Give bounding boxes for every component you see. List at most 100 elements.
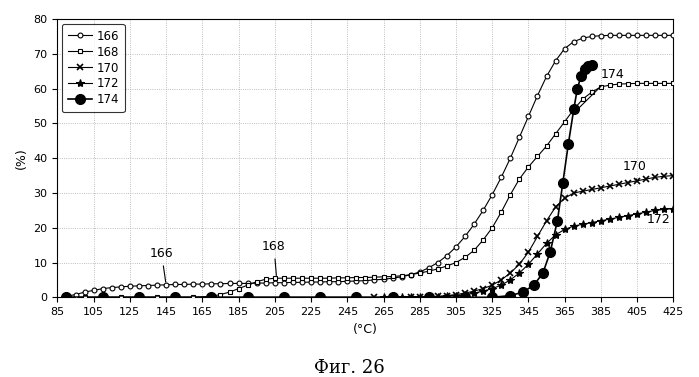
- 174: [546, 250, 554, 254]
- 168: [271, 276, 279, 280]
- 170: [415, 295, 424, 300]
- 170: [606, 184, 614, 188]
- Line: 166: 166: [64, 33, 676, 299]
- 172: [588, 220, 596, 225]
- 170: [352, 295, 361, 300]
- 170: [389, 295, 397, 300]
- 172: [316, 295, 324, 300]
- 166: [198, 282, 206, 287]
- 174: [243, 295, 252, 300]
- 170: [433, 294, 442, 299]
- 172: [506, 278, 514, 282]
- 172: [442, 294, 451, 299]
- 174: [559, 180, 567, 185]
- 170: [524, 250, 533, 254]
- 174: [461, 295, 469, 300]
- 174: [424, 295, 433, 300]
- 172: [515, 271, 524, 275]
- 172: [171, 295, 180, 300]
- 172: [561, 227, 569, 232]
- 168: [62, 295, 71, 300]
- 174: [135, 295, 143, 300]
- 172: [633, 211, 642, 216]
- 170: [207, 295, 215, 300]
- 170: [597, 185, 605, 190]
- 172: [642, 210, 650, 215]
- 170: [407, 295, 415, 300]
- 174: [99, 295, 107, 300]
- 170: [570, 191, 578, 195]
- 170: [243, 295, 252, 300]
- 174: [207, 295, 215, 300]
- 174: [519, 290, 527, 294]
- 172: [424, 295, 433, 300]
- 170: [515, 262, 524, 267]
- 174: [588, 63, 596, 67]
- 174: [389, 295, 397, 300]
- 174: [316, 295, 324, 300]
- Text: 172: 172: [646, 209, 670, 225]
- 172: [207, 295, 215, 300]
- 170: [442, 293, 451, 298]
- 170: [506, 271, 514, 275]
- 172: [552, 233, 560, 237]
- 172: [651, 208, 659, 213]
- 172: [597, 219, 605, 223]
- 170: [461, 291, 469, 296]
- 170: [316, 295, 324, 300]
- Text: 166: 166: [150, 247, 173, 282]
- 166: [207, 282, 215, 286]
- 172: [352, 295, 361, 300]
- 172: [470, 291, 478, 296]
- 174: [488, 295, 496, 300]
- 174: [553, 219, 561, 223]
- 172: [479, 289, 487, 293]
- 170: [669, 173, 677, 178]
- Legend: 166, 168, 170, 172, 174: 166, 168, 170, 172, 174: [62, 24, 124, 112]
- 172: [542, 241, 551, 246]
- 172: [533, 251, 542, 256]
- 172: [606, 217, 614, 221]
- 174: [580, 67, 589, 72]
- 170: [99, 295, 107, 300]
- 168: [316, 276, 324, 280]
- 170: [370, 295, 379, 300]
- Line: 172: 172: [62, 204, 677, 302]
- 170: [633, 179, 642, 183]
- 174: [584, 64, 593, 68]
- 172: [398, 295, 406, 300]
- 172: [280, 295, 288, 300]
- 170: [651, 175, 659, 179]
- 174: [539, 271, 547, 275]
- 168: [289, 276, 297, 280]
- 174: [577, 74, 585, 79]
- 170: [561, 196, 569, 201]
- 172: [461, 292, 469, 297]
- 172: [669, 206, 677, 211]
- 172: [524, 262, 533, 267]
- 172: [615, 215, 624, 219]
- 168: [633, 81, 642, 86]
- 172: [660, 207, 668, 211]
- 172: [579, 222, 587, 227]
- 166: [606, 33, 614, 38]
- 174: [530, 283, 538, 287]
- 170: [588, 187, 596, 192]
- Line: 170: 170: [63, 172, 677, 301]
- Line: 174: 174: [62, 60, 597, 302]
- 174: [506, 293, 514, 298]
- 170: [62, 295, 71, 300]
- 170: [424, 294, 433, 299]
- 170: [533, 234, 542, 239]
- 172: [135, 295, 143, 300]
- 174: [564, 142, 572, 147]
- 172: [415, 295, 424, 300]
- 172: [488, 287, 496, 291]
- 174: [62, 295, 71, 300]
- 170: [542, 219, 551, 223]
- 172: [452, 293, 460, 298]
- 172: [624, 213, 633, 218]
- 168: [225, 290, 233, 294]
- 170: [579, 189, 587, 193]
- 168: [669, 81, 677, 86]
